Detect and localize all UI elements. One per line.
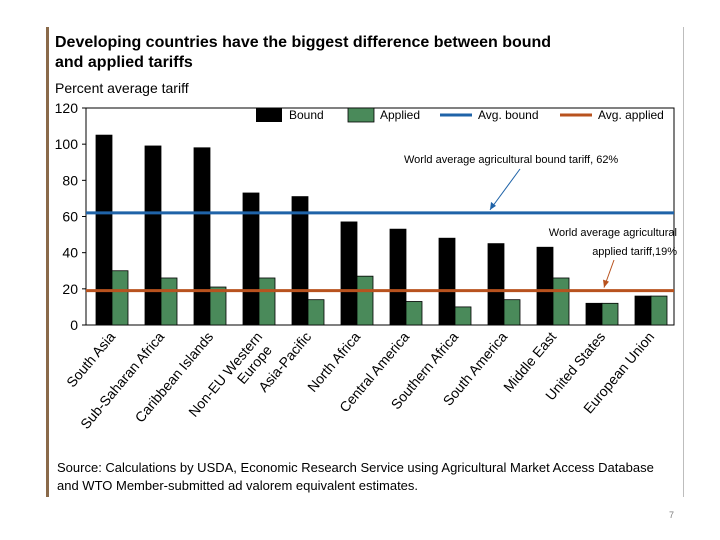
category-label: Sub-Saharan Africa [77,328,167,431]
legend-label-avg-applied: Avg. applied [598,108,664,122]
bar-bound [144,145,162,326]
bar-applied [307,299,325,326]
bar-bound [438,237,456,326]
bar-bound [585,302,603,326]
y-tick-label: 120 [55,100,79,116]
bar-applied [356,275,374,326]
bar-applied [209,286,227,326]
y-tick-label: 60 [62,209,78,225]
y-tick-label: 0 [70,317,78,333]
avg-applied-annotation-line2: applied tariff,19% [592,246,677,258]
bar-applied [111,270,129,326]
legend-label-bound: Bound [289,108,324,122]
avg-bound-arrow [489,168,521,211]
frame-rule [46,27,49,497]
y-tick-label: 20 [62,281,78,297]
bar-bound [487,243,505,326]
legend-label-avg-bound: Avg. bound [478,108,539,122]
bar-bound [536,246,554,326]
y-axis-label: Percent average tariff [55,80,189,96]
source-note: Source: Calculations by USDA, Economic R… [57,460,654,493]
avg-bound-annotation: World average agricultural bound tariff,… [404,154,618,166]
bar-applied [160,277,178,326]
y-tick-label: 80 [62,172,78,188]
bar-bound [95,134,113,326]
bar-applied [503,299,521,326]
page-number: 7 [669,510,675,520]
avg-applied-annotation-line1: World average agricultural [549,227,677,239]
category-label-line: Sub-Saharan Africa [77,328,167,431]
bar-bound [634,295,652,326]
bar-bound [193,147,211,326]
bar-bound [340,221,358,326]
bar-applied [552,277,570,326]
bar-bound [291,196,309,326]
y-tick-label: 100 [55,136,79,152]
avg-applied-arrowhead [603,279,609,288]
bar-applied [405,301,423,326]
bar-bound [389,228,407,326]
legend-label-applied: Applied [380,108,420,122]
y-tick-label: 40 [62,245,78,261]
chart-title: Developing countries have the biggest di… [55,34,552,71]
bar-applied [454,306,472,326]
legend-swatch-bound [256,108,282,122]
avg-bound-arrowhead [490,201,496,210]
legend-swatch-applied [347,107,375,123]
bar-applied [258,277,276,326]
bar-applied [650,295,668,326]
bar-applied [601,302,619,326]
